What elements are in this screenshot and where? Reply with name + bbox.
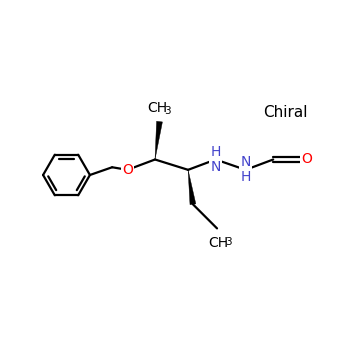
Text: Chiral: Chiral	[263, 105, 307, 120]
Text: H: H	[210, 145, 221, 159]
Polygon shape	[155, 121, 162, 160]
Text: N: N	[210, 160, 221, 174]
Text: 3: 3	[164, 106, 170, 116]
Text: 3: 3	[225, 237, 231, 247]
Text: O: O	[301, 153, 312, 167]
Text: N: N	[240, 155, 251, 169]
Polygon shape	[188, 170, 196, 205]
Text: CH: CH	[209, 236, 229, 250]
Text: H: H	[240, 170, 251, 184]
Text: CH: CH	[148, 101, 168, 115]
Text: O: O	[122, 163, 133, 177]
